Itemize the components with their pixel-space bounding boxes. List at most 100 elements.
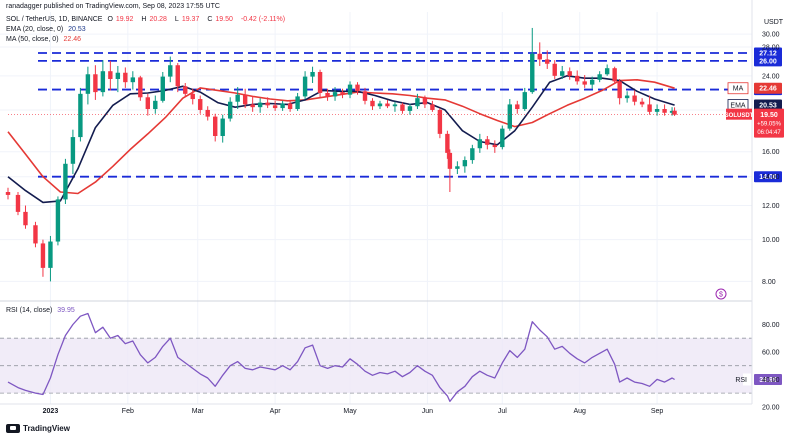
candle-body [257,102,263,108]
currency-label: USDT [764,19,784,26]
alert-icon-glyph: $ [719,292,723,299]
candle-body [575,75,580,82]
last-price-tag [754,108,784,138]
candle-body [430,104,435,110]
rsi-value-tag [754,373,782,385]
price-tick-label: 14.00 [762,174,780,181]
candle-body [280,103,285,109]
candle-body [310,71,315,77]
candle-body [227,101,233,119]
candle-body [235,94,240,102]
symbol-tag-label: SOLUSDT [725,113,754,119]
time-tick-label: May [343,408,357,415]
candle-body [415,98,420,107]
candle-body [589,79,595,85]
ohlc-low: L 19.37 [174,16,200,23]
candle-body [604,68,610,75]
candle-body [537,53,542,60]
level-tag-label: 14.00 [759,174,777,181]
candle-body [530,53,535,93]
rsi-legend[interactable]: RSI (14, close) 39.95 [6,306,78,316]
candle-body [48,241,53,268]
candle-body [662,109,667,113]
ema-value-tag [754,99,782,111]
candle-body [123,72,128,83]
candle-body [612,68,617,82]
candle-body [462,160,468,167]
candle-body [492,144,498,148]
time-tick-label: Jul [498,408,507,415]
candle-body [78,93,83,138]
last-price-tag-line: 19.50 [760,112,778,119]
rsi-path [7,312,675,403]
candle-body [470,148,475,161]
candle-body [40,243,46,268]
ma-legend-value: 22.46 [63,36,82,43]
candle-body [445,133,450,153]
ema-value-tag-label: 20.53 [759,103,777,110]
candle-body [5,192,11,195]
price-tags: MA 22.46 EMA 20.53 SOLUSDT 19.50 +59.05% 06:04:… [8,82,784,300]
candle-body [160,76,165,101]
candle-body [407,106,413,111]
ema-legend[interactable]: EMA (20, close, 0) 20.53 [6,25,89,35]
candle-body [115,72,121,79]
ema-legend-label: EMA (20, close, 0) [6,26,64,33]
candle-body [647,104,652,112]
ma-name-tag-label: MA [733,86,744,93]
candle-body [669,110,675,113]
candle-body [567,71,572,76]
rsi-tick-label: 20.00 [762,404,780,411]
candlesticks [5,27,677,282]
candle-body [455,166,460,169]
time-tick-label: Sep [651,408,664,415]
rsi-band [0,337,752,394]
candle-body [552,63,557,76]
candle-body [250,104,255,108]
last-price-tag-line: +59.05% [757,122,782,128]
candle-body [33,225,38,244]
rsi-tag-label-bg [743,373,751,386]
price-tick-label: 24.00 [762,73,780,80]
candle-body [272,105,278,109]
candle-body [108,71,113,79]
level-tag-label: 26.00 [759,58,777,65]
candle-body [265,102,270,106]
price-tick-label: 30.00 [762,32,780,39]
candle-body [362,91,368,101]
symbol-name[interactable]: SOL / TetherUS, 1D, BINANCE [6,16,103,23]
level-tag-label: 27.12 [759,50,777,57]
time-tick-label: Feb [122,408,134,415]
candle-body [302,76,308,97]
candle-body [355,84,360,92]
tradingview-logo-icon [6,424,20,434]
candle-body [477,139,483,149]
ma-legend[interactable]: MA (50, close, 0) 22.46 [6,35,84,45]
candle-body [190,93,195,100]
candle-body [317,71,323,93]
rsi-tick-label: 80.00 [762,322,780,329]
candle-body [93,74,98,93]
candle-body [597,74,602,80]
ohlc-open: O 19.92 [107,16,134,23]
ma-value-tag [754,82,782,94]
rsi-tag-name: RSI [735,377,747,384]
candle-body [153,100,158,110]
price-tick-label: 10.00 [762,237,780,244]
candle-body [70,137,76,164]
time-tick-label: Apr [270,408,282,415]
candle-body [340,92,345,95]
candle-body [639,101,645,105]
level-tag [754,171,782,183]
candle-body [347,84,353,95]
candle-body [437,109,443,134]
candle-body [183,86,188,94]
moving-average-lines [7,75,675,204]
ema20-line [7,75,675,204]
time-tick-label: Mar [192,408,205,415]
candle-body [560,71,565,76]
candle-body [422,98,428,105]
ma50-line [7,79,675,195]
price-tick-label: 28.00 [762,44,780,51]
candle-body [507,104,512,129]
